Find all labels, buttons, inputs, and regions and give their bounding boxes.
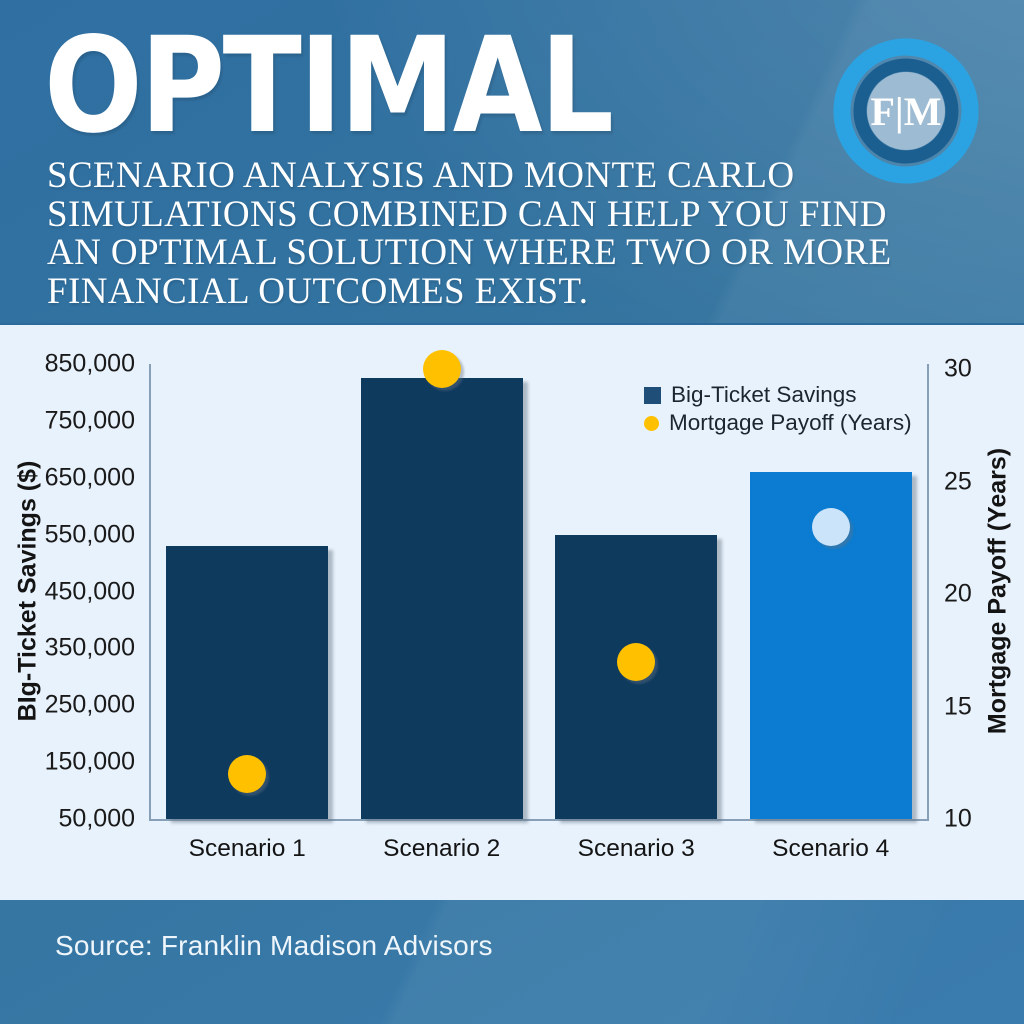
legend-label: Mortgage Payoff (Years) — [669, 410, 912, 435]
left-axis-tick-label: 50,000 — [58, 804, 135, 833]
legend-label: Big-Ticket Savings — [671, 382, 857, 407]
left-axis-line — [149, 364, 151, 821]
category-label: Scenario 1 — [188, 835, 306, 862]
left-axis-tick-label: 550,000 — [44, 520, 135, 549]
data-point-scenario-1 — [228, 755, 267, 793]
right-axis-tick-label: 15 — [944, 692, 972, 720]
right-axis-tick-label: 30 — [944, 354, 972, 383]
logo-center-disc — [867, 72, 945, 150]
fm-logo: F|M — [833, 38, 979, 184]
legend-item: Big-Ticket Savings — [644, 381, 912, 409]
subtitle-line: SCENARIO ANALYSIS AND MONTE CARLO — [47, 155, 795, 196]
subtitle-line: FINANCIAL OUTCOMES EXIST. — [47, 270, 589, 312]
subtitle-line: SIMULATIONS COMBINED CAN HELP YOU FIND — [47, 193, 887, 235]
right-axis-tick-label: 20 — [944, 579, 972, 608]
bar-scenario-2 — [360, 378, 523, 819]
data-point-scenario-4 — [811, 507, 850, 546]
legend-item: Mortgage Payoff (Years) — [644, 409, 912, 437]
category-label: Scenario 2 — [383, 835, 501, 862]
subtitle-line: AN OPTIMAL SOLUTION WHERE TWO OR MORE — [47, 232, 892, 273]
right-axis-line — [927, 364, 929, 821]
chart-panel: BIg-Ticket Savings ($) Mortgage Payoff (… — [0, 323, 1024, 900]
footer-band: Source: Franklin Madison Advisors — [0, 900, 1024, 1024]
data-point-scenario-2 — [422, 350, 461, 388]
page-title: OPTIMAL — [44, 9, 614, 163]
logo-monogram: F|M — [871, 89, 942, 134]
logo-ribbon-dark-arcs — [853, 58, 959, 164]
left-axis-tick-label: 350,000 — [44, 633, 135, 662]
category-label: Scenario 4 — [772, 835, 890, 862]
chart-legend: Big-Ticket Savings Mortgage Payoff (Years… — [644, 381, 912, 437]
left-axis-tick-label: 850,000 — [44, 349, 135, 378]
right-axis-tick-label: 10 — [944, 804, 972, 833]
legend-circle-marker-icon — [644, 415, 659, 431]
source-text: Source: Franklin Madison Advisors — [55, 930, 493, 961]
category-label: Scenario 3 — [577, 835, 695, 862]
left-axis-tick-label: 250,000 — [44, 690, 135, 719]
page-subtitle: SCENARIO ANALYSIS AND MONTE CARLO SIMULA… — [47, 155, 892, 312]
right-axis-tick-label: 25 — [944, 467, 972, 495]
legend-square-marker-icon — [644, 386, 661, 404]
x-axis-line — [149, 819, 929, 821]
logo-ribbon-light-arcs — [833, 38, 979, 184]
left-axis-tick-label: 750,000 — [44, 406, 135, 435]
left-axis-tick-label: 650,000 — [44, 463, 135, 492]
left-axis-tick-label: 150,000 — [44, 747, 135, 776]
right-axis-title: Mortgage Payoff (Years) — [983, 447, 1012, 735]
left-axis-tick-label: 450,000 — [44, 577, 135, 605]
data-point-scenario-3 — [617, 642, 656, 681]
